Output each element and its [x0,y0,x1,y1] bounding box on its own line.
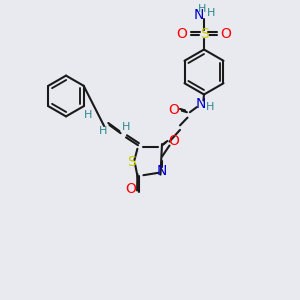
Text: H: H [122,122,130,133]
Text: H: H [198,4,207,14]
Text: S: S [200,28,208,41]
Text: O: O [220,28,231,41]
Text: H: H [84,110,93,120]
Text: O: O [169,103,179,116]
Text: H: H [206,8,215,19]
Text: H: H [99,126,108,136]
Text: H: H [206,101,214,112]
Text: N: N [157,164,167,178]
Text: O: O [168,134,179,148]
Text: O: O [177,28,188,41]
Text: O: O [126,182,136,196]
Text: N: N [195,97,206,110]
Text: N: N [194,8,204,22]
Text: S: S [128,155,136,169]
